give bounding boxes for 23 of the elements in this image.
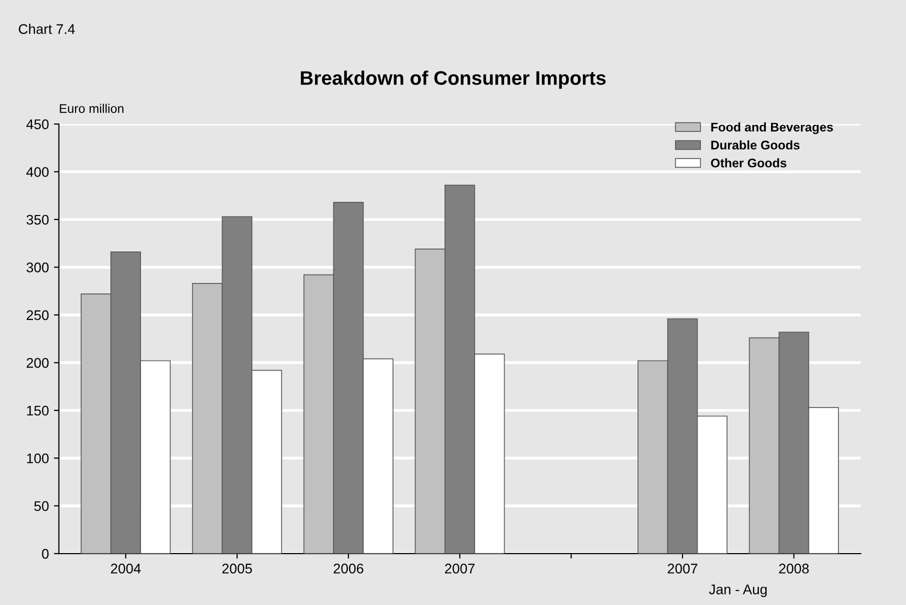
y-tick-label: 350 <box>26 214 49 225</box>
y-tick-label: 150 <box>27 406 49 416</box>
x-tick-label: 2007 <box>668 564 698 574</box>
legend-label: Durable Goods <box>711 140 800 150</box>
y-tick-label: 250 <box>26 310 49 320</box>
legend-label: Other Goods <box>710 158 786 168</box>
y-tick-label: 100 <box>27 453 49 464</box>
y-tick-label: 200 <box>26 358 49 368</box>
x-tick-label: 2007 <box>445 564 475 574</box>
y-tick-label: 300 <box>26 262 49 272</box>
y-tick-label: 0 <box>42 548 49 559</box>
chart-title: Breakdown of Consumer Imports <box>300 70 606 89</box>
y-tick-label: 50 <box>34 501 49 512</box>
x-tick-label: 2008 <box>779 564 809 574</box>
x-tick-label: 2006 <box>334 564 364 574</box>
caption: Chart 7.4 <box>18 24 75 34</box>
legend-label: Food and Beverages <box>711 122 833 134</box>
y-tick-label: 400 <box>26 167 49 177</box>
y-axis-title: Euro million <box>60 104 124 113</box>
y-tick-label: 450 <box>26 119 49 130</box>
text: Jan - Aug <box>709 584 767 598</box>
x-tick-label: 2005 <box>222 564 252 574</box>
x-tick-label: 2004 <box>110 564 141 574</box>
